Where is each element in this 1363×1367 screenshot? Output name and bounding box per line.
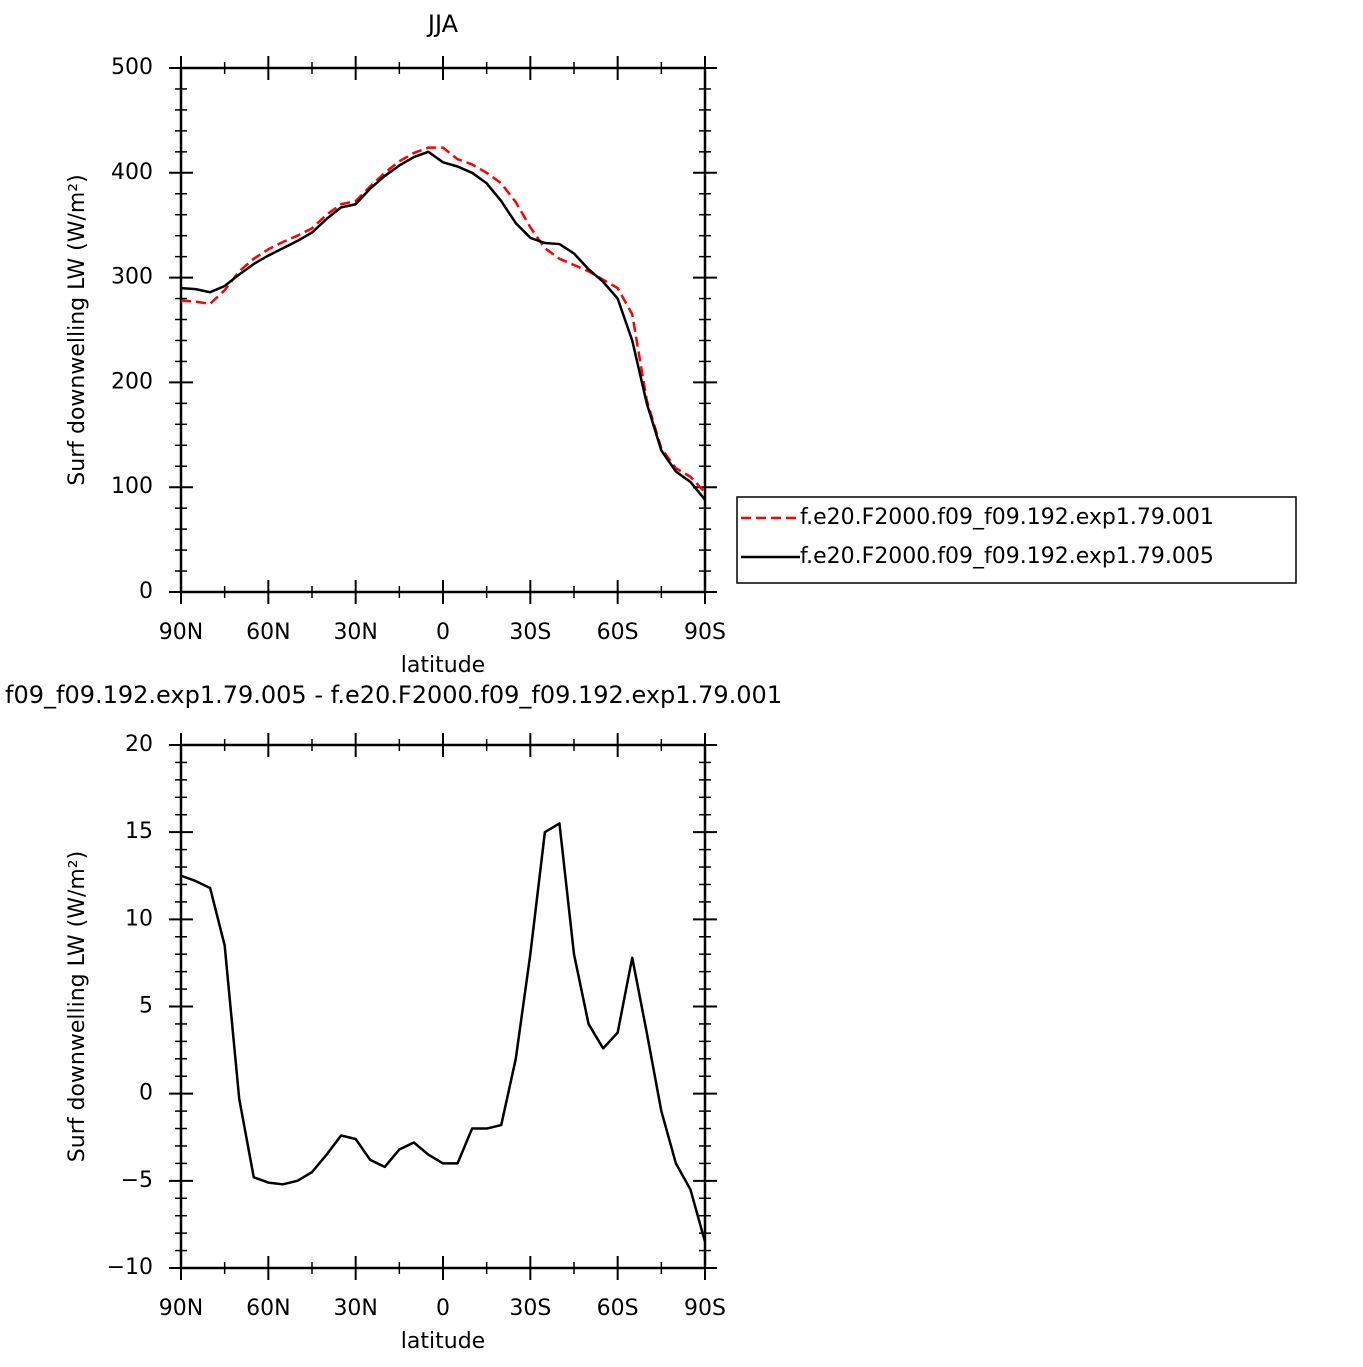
data-line	[180, 150, 706, 501]
y-tick-label: 300	[111, 265, 153, 290]
legend-label: f.e20.F2000.f09_f09.192.exp1.79.001	[800, 505, 1214, 530]
x-tick-label: 60S	[597, 1296, 639, 1321]
y-tick-label: 20	[125, 732, 153, 757]
x-tick-label: 0	[436, 1296, 450, 1321]
y-axis-label: Surf downwelling LW (W/m²)	[65, 174, 90, 485]
data-line	[180, 146, 706, 494]
y-tick-label: −10	[107, 1255, 153, 1280]
y-tick-label: 0	[139, 1081, 153, 1106]
x-axis-label: latitude	[401, 1329, 485, 1354]
x-tick-label: 0	[436, 620, 450, 645]
y-axis-label: Surf downwelling LW (W/m²)	[65, 851, 90, 1162]
y-tick-label: 10	[125, 906, 153, 931]
legend-box	[736, 496, 1297, 584]
x-tick-label: 30S	[509, 1296, 551, 1321]
x-tick-label: 30N	[333, 1296, 377, 1321]
chart-title: JJA	[426, 10, 459, 38]
y-tick-label: 400	[111, 160, 153, 185]
y-tick-label: 500	[111, 55, 153, 80]
x-tick-label: 90S	[684, 620, 726, 645]
x-axis-label: latitude	[401, 653, 485, 678]
y-tick-label: 200	[111, 369, 153, 394]
legend-label: f.e20.F2000.f09_f09.192.exp1.79.005	[800, 544, 1214, 569]
x-tick-label: 90S	[684, 1296, 726, 1321]
chart-title: f09_f09.192.exp1.79.005 - f.e20.F2000.f0…	[5, 681, 782, 709]
x-tick-label: 90N	[159, 1296, 203, 1321]
data-line	[180, 822, 707, 1243]
plot-frame	[179, 743, 707, 1270]
y-tick-label: 5	[139, 994, 153, 1019]
x-tick-label: 60N	[246, 620, 290, 645]
y-tick-label: 100	[111, 474, 153, 499]
y-tick-label: −5	[121, 1168, 153, 1193]
x-tick-label: 60S	[597, 620, 639, 645]
x-tick-label: 90N	[159, 620, 203, 645]
x-tick-label: 60N	[246, 1296, 290, 1321]
x-tick-label: 30S	[509, 620, 551, 645]
y-tick-label: 0	[139, 579, 153, 604]
x-tick-label: 30N	[333, 620, 377, 645]
y-tick-label: 15	[125, 819, 153, 844]
